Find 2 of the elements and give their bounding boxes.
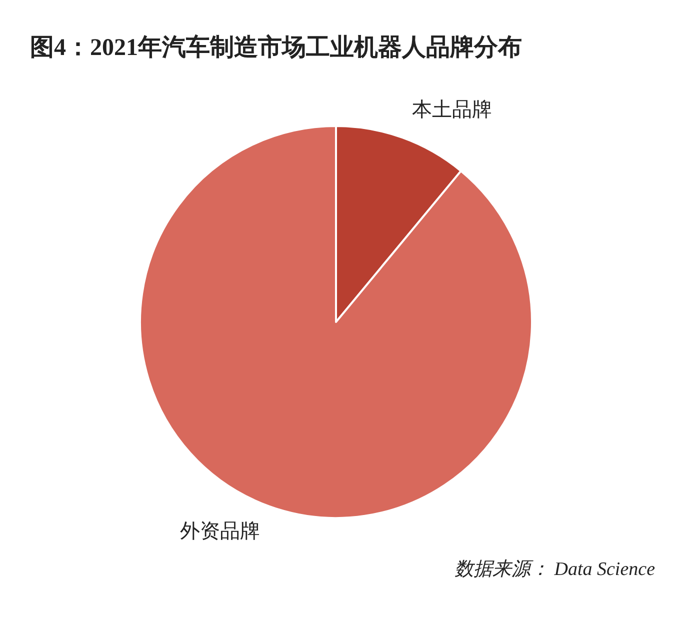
annotation: 数据来源： Data Science xyxy=(454,559,655,580)
title: 图4：2021年汽车制造市场工业机器人品牌分布 xyxy=(30,35,522,61)
